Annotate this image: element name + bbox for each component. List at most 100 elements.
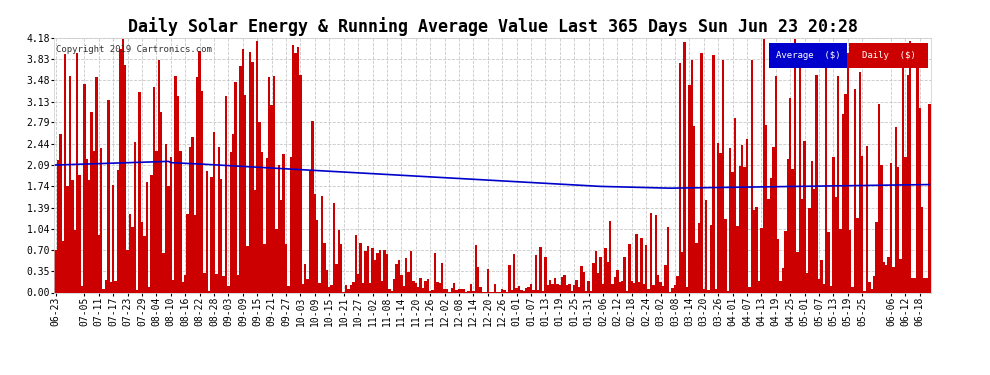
Bar xyxy=(150,176,152,292)
Bar xyxy=(134,142,136,292)
Bar xyxy=(167,186,169,292)
Bar xyxy=(81,286,83,292)
Bar xyxy=(774,76,777,292)
Bar xyxy=(251,62,253,292)
Bar xyxy=(357,274,359,292)
Bar xyxy=(649,213,652,292)
Bar xyxy=(98,235,100,292)
Bar xyxy=(345,285,347,292)
Bar xyxy=(376,254,378,292)
Bar xyxy=(929,104,931,292)
Bar xyxy=(225,96,228,292)
Bar xyxy=(245,95,247,292)
Bar xyxy=(474,245,477,292)
Bar xyxy=(909,41,912,292)
Bar xyxy=(678,63,681,292)
Bar xyxy=(556,285,558,292)
Bar xyxy=(71,180,73,292)
Bar xyxy=(290,157,292,292)
Bar xyxy=(462,289,465,292)
Bar xyxy=(196,76,198,292)
Bar xyxy=(460,289,462,292)
Bar xyxy=(434,254,437,292)
Bar xyxy=(575,280,578,292)
Bar xyxy=(136,290,139,292)
Bar xyxy=(863,291,866,292)
Bar xyxy=(779,281,782,292)
Bar xyxy=(644,246,647,292)
Bar xyxy=(825,48,828,292)
Bar xyxy=(78,175,81,292)
Bar xyxy=(757,281,760,292)
Bar xyxy=(765,125,767,292)
Bar xyxy=(179,151,182,292)
Bar xyxy=(760,228,762,292)
Bar xyxy=(544,256,546,292)
Bar xyxy=(139,92,141,292)
Title: Daily Solar Energy & Running Average Value Last 365 Days Sun Jun 23 20:28: Daily Solar Energy & Running Average Val… xyxy=(128,17,857,36)
Bar xyxy=(710,225,712,292)
Bar xyxy=(833,158,835,292)
Bar xyxy=(316,220,319,292)
Bar xyxy=(439,283,441,292)
Bar xyxy=(206,171,208,292)
Bar xyxy=(631,280,633,292)
Bar xyxy=(256,41,258,292)
Bar xyxy=(628,244,631,292)
Bar xyxy=(743,166,745,292)
Bar xyxy=(587,280,590,292)
Bar xyxy=(657,274,659,292)
Bar xyxy=(633,283,636,292)
Bar xyxy=(870,290,873,292)
Bar xyxy=(467,291,469,292)
Bar xyxy=(739,166,741,292)
Bar xyxy=(607,262,609,292)
Bar xyxy=(364,251,366,292)
Bar xyxy=(686,287,688,292)
Bar xyxy=(124,65,127,292)
Bar xyxy=(407,272,410,292)
Bar xyxy=(420,278,422,292)
Bar xyxy=(450,288,452,292)
Bar xyxy=(319,282,321,292)
Bar xyxy=(842,114,844,292)
Bar xyxy=(333,204,336,292)
Bar xyxy=(268,77,270,292)
Bar xyxy=(602,284,604,292)
Bar xyxy=(141,222,144,292)
Bar xyxy=(501,288,503,292)
Bar xyxy=(661,286,664,292)
Bar xyxy=(875,222,878,292)
Bar xyxy=(546,285,548,292)
Bar xyxy=(248,52,251,292)
Bar xyxy=(144,236,146,292)
Bar xyxy=(112,186,115,292)
Bar xyxy=(277,165,280,292)
Bar xyxy=(201,91,203,292)
Bar xyxy=(528,288,530,292)
Bar xyxy=(851,286,853,292)
Bar xyxy=(873,276,875,292)
Bar xyxy=(232,134,235,292)
Bar xyxy=(373,260,376,292)
Bar xyxy=(235,82,237,292)
Bar xyxy=(770,178,772,292)
Bar xyxy=(868,282,870,292)
Bar xyxy=(191,137,194,292)
Bar xyxy=(263,244,265,292)
Bar xyxy=(612,284,614,292)
Bar xyxy=(791,169,794,292)
Bar xyxy=(626,291,628,292)
Bar xyxy=(619,282,621,292)
Bar xyxy=(59,134,61,292)
Bar xyxy=(674,285,676,292)
Bar xyxy=(273,76,275,292)
Bar xyxy=(282,154,285,292)
Bar xyxy=(561,277,563,292)
Bar xyxy=(621,280,624,292)
Bar xyxy=(789,98,791,292)
Bar xyxy=(636,234,638,292)
Bar xyxy=(652,285,654,292)
Bar xyxy=(129,214,132,292)
Bar xyxy=(369,283,371,292)
